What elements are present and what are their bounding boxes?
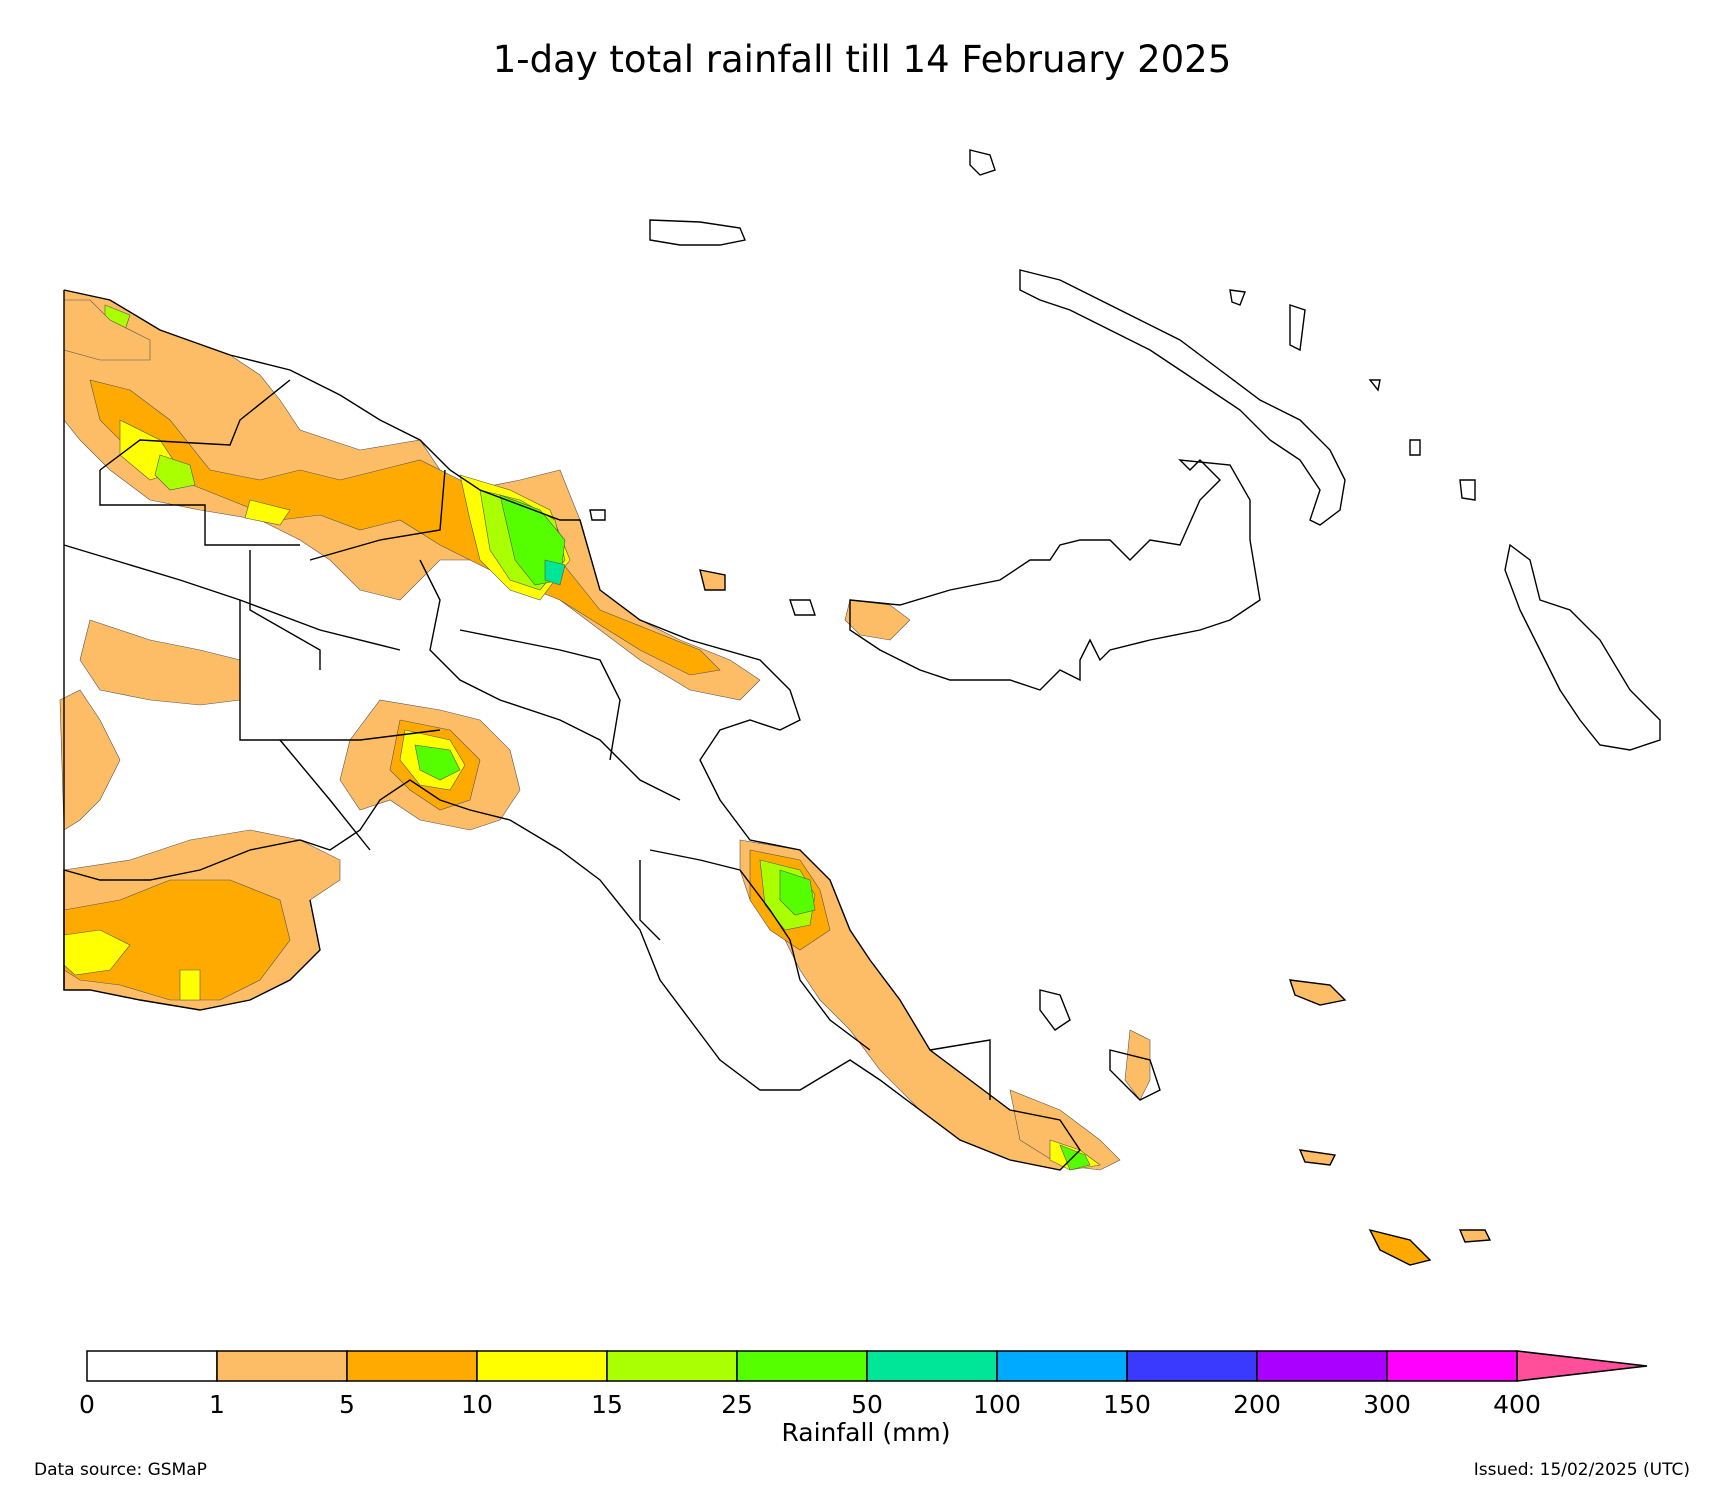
island-small [1289, 304, 1306, 352]
colorbar-tick-label: 200 [1233, 1390, 1281, 1419]
island-small [1409, 439, 1421, 456]
island-small [1459, 479, 1476, 501]
island-new-britain [849, 459, 1261, 691]
colorbar-segment [736, 1350, 868, 1382]
colorbar-tick-label: 10 [461, 1390, 493, 1419]
province-boundary [309, 469, 446, 561]
colorbar-tick-label: 400 [1493, 1390, 1541, 1419]
colorbar-segment [606, 1350, 738, 1382]
colorbar-tick-label: 1 [209, 1390, 225, 1419]
coastlines [63, 149, 1661, 1266]
colorbar-extend-arrow [1516, 1350, 1648, 1382]
colorbar-tick-label: 25 [721, 1390, 753, 1419]
rain-area [179, 969, 201, 1001]
island-small [699, 569, 726, 591]
colorbar-segment [1386, 1350, 1518, 1382]
rainfall-shading [59, 289, 1491, 1266]
rain-area [63, 299, 151, 361]
rain-area [63, 879, 291, 1001]
island-small [1109, 1049, 1161, 1101]
island-small [589, 509, 606, 521]
mainland-coastline [63, 289, 1081, 1171]
colorbar-tick-label: 5 [339, 1390, 355, 1419]
colorbar-tick-label: 15 [591, 1390, 623, 1419]
island-small [1298, 1149, 1337, 1166]
rain-area [79, 619, 241, 706]
province-boundary [649, 849, 741, 871]
colorbar-segment [1126, 1350, 1258, 1382]
colorbar-tick-label: 0 [79, 1390, 95, 1419]
island-small [969, 149, 996, 176]
colorbar-segment [996, 1350, 1128, 1382]
province-boundary [99, 379, 291, 471]
island-small [1229, 289, 1246, 306]
colorbar-label: Rainfall (mm) [781, 1418, 950, 1447]
province-boundary [929, 1039, 991, 1100]
province-boundary [459, 629, 621, 761]
rain-area [244, 499, 291, 526]
island-small [789, 599, 816, 616]
colorbar-segment [346, 1350, 478, 1382]
rain-area [1009, 1089, 1121, 1171]
colorbar-segment [216, 1350, 348, 1382]
colorbar-segment [1256, 1350, 1388, 1382]
colorbar: 0 1 5 10 15 25 50 100 150 200 300 400 [79, 1350, 1648, 1419]
colorbar-tick-label: 150 [1103, 1390, 1151, 1419]
map-title: 1-day total rainfall till 14 February 20… [492, 38, 1232, 81]
island-bougainville [1504, 543, 1661, 751]
colorbar-tick-label: 50 [851, 1390, 883, 1419]
island-small [1458, 1229, 1492, 1243]
island-new-ireland [1019, 269, 1346, 526]
province-boundary [419, 559, 681, 801]
province-boundary [639, 860, 661, 941]
island-small [1039, 989, 1071, 1031]
province-boundary [249, 550, 321, 670]
colorbar-segment [866, 1350, 998, 1382]
colorbar-tick-label: 300 [1363, 1390, 1411, 1419]
rain-area [1059, 1144, 1091, 1171]
island-manus [649, 219, 746, 246]
colorbar-segment [86, 1350, 218, 1382]
province-boundary [99, 470, 300, 546]
issued-date-text: Issued: 15/02/2025 (UTC) [1473, 1460, 1690, 1480]
rain-area [779, 869, 816, 916]
rain-area [89, 379, 721, 676]
colorbar-tick-label: 100 [973, 1390, 1021, 1419]
data-source-text: Data source: GSMaP [34, 1460, 207, 1480]
rain-area [154, 454, 196, 491]
colorbar-segment [476, 1350, 608, 1382]
rain-area [414, 744, 461, 781]
province-boundary [279, 739, 371, 851]
province-boundary [239, 600, 441, 741]
province-boundary [739, 869, 871, 1051]
rain-area [844, 599, 911, 641]
island-small [1288, 979, 1347, 1006]
island-small [1368, 1228, 1432, 1266]
island-small [1368, 379, 1381, 392]
rain-area [1124, 1029, 1151, 1101]
rain-area [544, 559, 566, 586]
rain-area [59, 689, 121, 831]
